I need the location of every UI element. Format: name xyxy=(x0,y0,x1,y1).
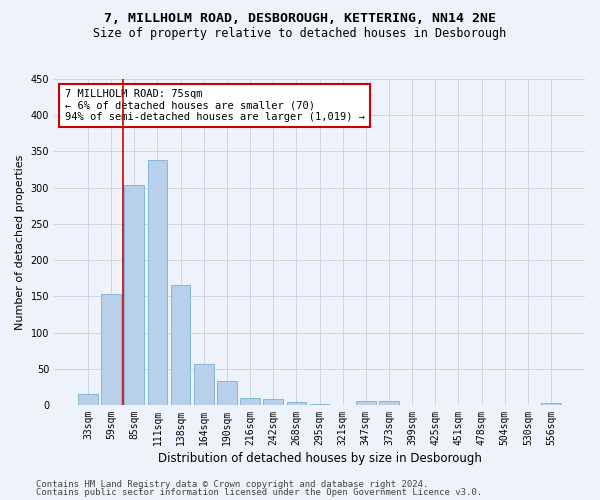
Bar xyxy=(171,286,190,405)
Bar xyxy=(101,294,121,405)
Bar xyxy=(541,403,561,405)
Bar xyxy=(217,381,237,405)
Bar xyxy=(148,160,167,405)
Bar xyxy=(310,404,329,405)
Text: 7, MILLHOLM ROAD, DESBOROUGH, KETTERING, NN14 2NE: 7, MILLHOLM ROAD, DESBOROUGH, KETTERING,… xyxy=(104,12,496,26)
X-axis label: Distribution of detached houses by size in Desborough: Distribution of detached houses by size … xyxy=(158,452,481,465)
Bar xyxy=(194,364,214,405)
Bar xyxy=(379,402,399,405)
Y-axis label: Number of detached properties: Number of detached properties xyxy=(15,154,25,330)
Bar xyxy=(263,399,283,405)
Bar xyxy=(287,402,306,405)
Text: Contains HM Land Registry data © Crown copyright and database right 2024.: Contains HM Land Registry data © Crown c… xyxy=(36,480,428,489)
Bar xyxy=(240,398,260,405)
Text: Size of property relative to detached houses in Desborough: Size of property relative to detached ho… xyxy=(94,28,506,40)
Text: Contains public sector information licensed under the Open Government Licence v3: Contains public sector information licen… xyxy=(36,488,482,497)
Text: 7 MILLHOLM ROAD: 75sqm
← 6% of detached houses are smaller (70)
94% of semi-deta: 7 MILLHOLM ROAD: 75sqm ← 6% of detached … xyxy=(65,89,365,122)
Bar xyxy=(124,185,144,405)
Bar xyxy=(356,402,376,405)
Bar xyxy=(78,394,98,405)
